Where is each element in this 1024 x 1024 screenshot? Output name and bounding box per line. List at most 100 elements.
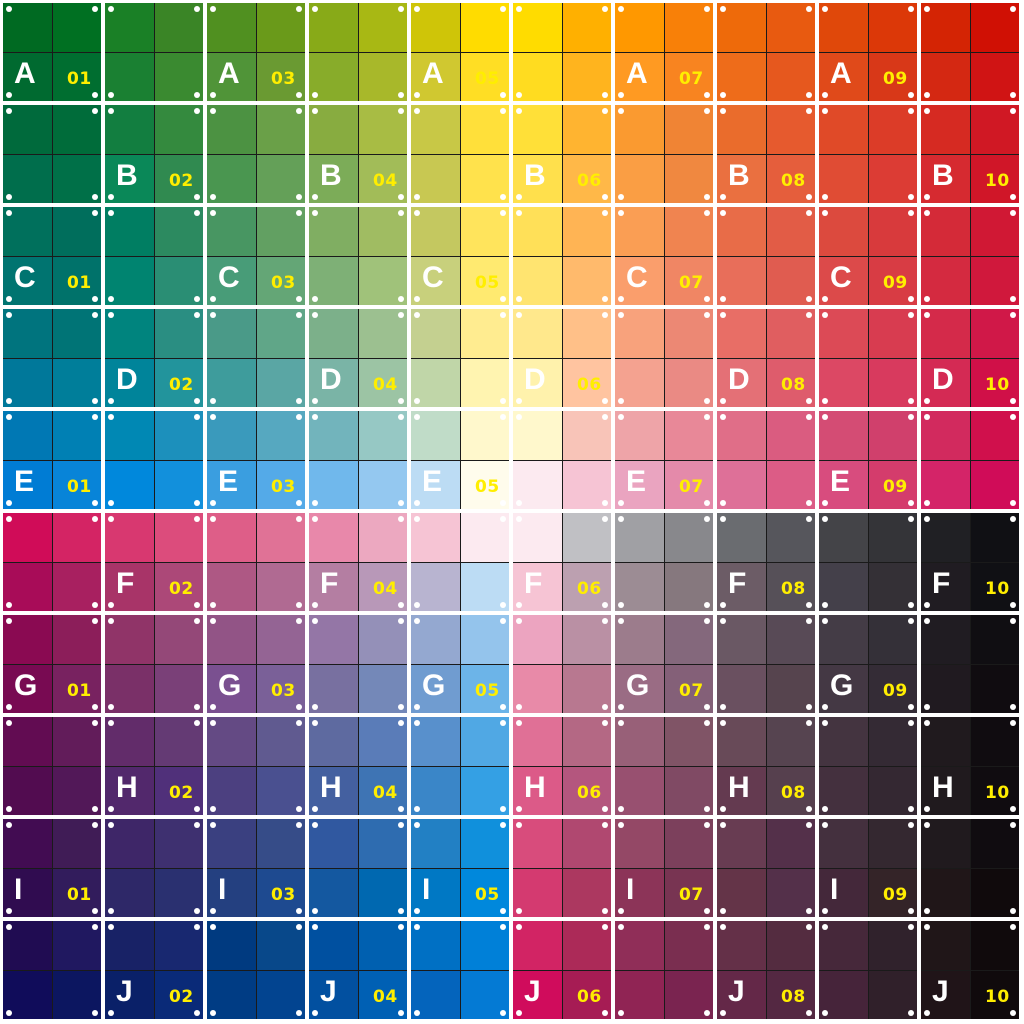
swatch-block xyxy=(819,513,917,611)
corner-dot-icon xyxy=(194,704,200,710)
swatch-block: G 05 xyxy=(411,615,509,713)
corner-dot-icon xyxy=(398,602,404,608)
row-letter-label: C xyxy=(626,261,648,294)
column-number-label: 08 xyxy=(781,375,806,395)
corner-dot-icon xyxy=(806,1010,812,1016)
corner-dot-icon xyxy=(720,602,726,608)
corner-dot-icon xyxy=(296,6,302,12)
corner-dot-icon xyxy=(908,414,914,420)
swatch-block xyxy=(615,309,713,407)
corner-dot-icon xyxy=(908,500,914,506)
corner-dot-icon xyxy=(704,618,710,624)
swatch-block: D 02 xyxy=(105,309,203,407)
corner-dot-icon xyxy=(414,6,420,12)
corner-dot-icon xyxy=(822,618,828,624)
corner-dot-icon xyxy=(500,720,506,726)
row-letter-label: H xyxy=(932,771,954,804)
corner-dot-icon xyxy=(720,500,726,506)
swatch-block xyxy=(717,3,815,101)
swatch-block: C 05 xyxy=(411,207,509,305)
row-letter-label: A xyxy=(14,57,36,90)
corner-dot-icon xyxy=(924,720,930,726)
corner-dot-icon xyxy=(924,414,930,420)
corner-dot-icon xyxy=(312,516,318,522)
corner-dot-icon xyxy=(414,1010,420,1016)
corner-dot-icon xyxy=(704,806,710,812)
corner-dot-icon xyxy=(516,296,522,302)
corner-dot-icon xyxy=(500,908,506,914)
corner-dot-icon xyxy=(312,720,318,726)
corner-dot-icon xyxy=(908,108,914,114)
corner-dot-icon xyxy=(704,908,710,914)
corner-dot-icon xyxy=(516,908,522,914)
corner-dot-icon xyxy=(618,1010,624,1016)
corner-dot-icon xyxy=(516,822,522,828)
swatch-block xyxy=(105,411,203,509)
corner-dot-icon xyxy=(92,822,98,828)
swatch-block: G 03 xyxy=(207,615,305,713)
corner-dot-icon xyxy=(720,92,726,98)
column-number-label: 06 xyxy=(577,987,602,1007)
corner-dot-icon xyxy=(194,414,200,420)
corner-dot-icon xyxy=(720,704,726,710)
corner-dot-icon xyxy=(908,210,914,216)
swatch-block xyxy=(309,3,407,101)
corner-dot-icon xyxy=(704,500,710,506)
corner-dot-icon xyxy=(602,806,608,812)
corner-dot-icon xyxy=(500,618,506,624)
corner-dot-icon xyxy=(924,602,930,608)
corner-dot-icon xyxy=(296,720,302,726)
corner-dot-icon xyxy=(516,312,522,318)
corner-dot-icon xyxy=(924,210,930,216)
corner-dot-icon xyxy=(1010,806,1016,812)
corner-dot-icon xyxy=(6,806,12,812)
swatch-block xyxy=(3,105,101,203)
column-number-label: 07 xyxy=(679,885,704,905)
swatch-block: J 06 xyxy=(513,921,611,1019)
corner-dot-icon xyxy=(108,908,114,914)
corner-dot-icon xyxy=(398,414,404,420)
corner-dot-icon xyxy=(312,92,318,98)
row-letter-label: A xyxy=(422,57,444,90)
column-number-label: 03 xyxy=(271,885,296,905)
corner-dot-icon xyxy=(500,500,506,506)
corner-dot-icon xyxy=(398,92,404,98)
column-number-label: 03 xyxy=(271,477,296,497)
corner-dot-icon xyxy=(210,312,216,318)
row-letter-label: D xyxy=(116,363,138,396)
row-letter-label: D xyxy=(320,363,342,396)
corner-dot-icon xyxy=(312,822,318,828)
swatch-block xyxy=(105,615,203,713)
corner-dot-icon xyxy=(806,500,812,506)
corner-dot-icon xyxy=(618,720,624,726)
swatch-block xyxy=(717,615,815,713)
corner-dot-icon xyxy=(108,924,114,930)
row-letter-label: I xyxy=(422,873,431,906)
corner-dot-icon xyxy=(924,108,930,114)
corner-dot-icon xyxy=(312,312,318,318)
row-letter-label: G xyxy=(830,669,854,702)
corner-dot-icon xyxy=(924,908,930,914)
row-letter-label: J xyxy=(932,975,949,1008)
swatch-block xyxy=(207,921,305,1019)
column-number-label: 02 xyxy=(169,987,194,1007)
corner-dot-icon xyxy=(398,704,404,710)
swatch-block xyxy=(207,309,305,407)
swatch-block: G 07 xyxy=(615,615,713,713)
corner-dot-icon xyxy=(92,108,98,114)
corner-dot-icon xyxy=(296,398,302,404)
corner-dot-icon xyxy=(6,720,12,726)
swatch-block xyxy=(3,717,101,815)
swatch-block xyxy=(513,411,611,509)
corner-dot-icon xyxy=(6,704,12,710)
column-number-label: 01 xyxy=(67,477,92,497)
corner-dot-icon xyxy=(500,806,506,812)
column-number-label: 09 xyxy=(883,681,908,701)
corner-dot-icon xyxy=(618,602,624,608)
column-number-label: 05 xyxy=(475,273,500,293)
corner-dot-icon xyxy=(516,516,522,522)
corner-dot-icon xyxy=(704,210,710,216)
corner-dot-icon xyxy=(806,908,812,914)
corner-dot-icon xyxy=(806,602,812,608)
corner-dot-icon xyxy=(822,924,828,930)
